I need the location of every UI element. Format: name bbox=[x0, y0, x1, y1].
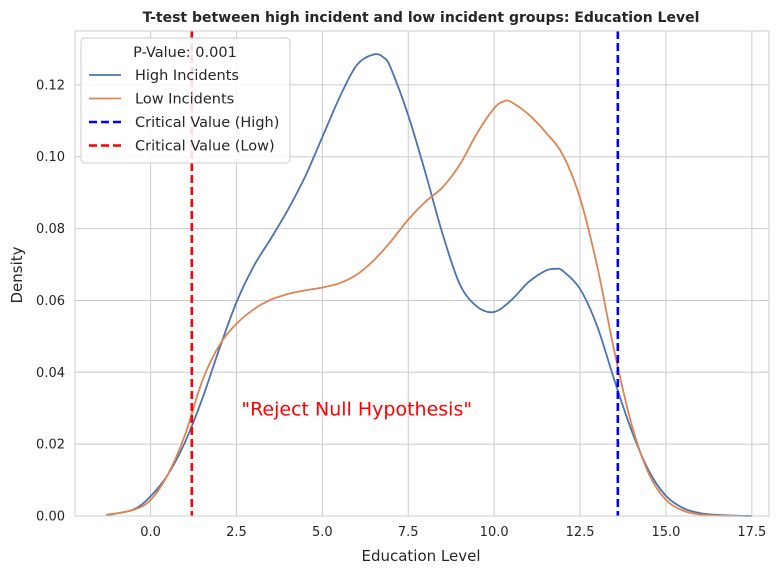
x-tick-label: 0.0 bbox=[140, 525, 161, 540]
x-tick-label: 2.5 bbox=[226, 525, 247, 540]
y-axis-ticks: 0.00 0.02 0.04 0.06 0.08 0.10 0.12 bbox=[36, 78, 65, 524]
x-tick-label: 12.5 bbox=[566, 525, 595, 540]
x-tick-label: 7.5 bbox=[398, 525, 419, 540]
reject-null-annotation: "Reject Null Hypothesis" bbox=[241, 398, 472, 420]
y-axis-label: Density bbox=[8, 246, 26, 303]
legend-items: High Incidents Low Incidents Critical Valu… bbox=[89, 68, 279, 155]
x-tick-label: 10.0 bbox=[480, 525, 509, 540]
y-tick-label: 0.04 bbox=[36, 366, 65, 381]
chart-title: T-test between high incident and low inc… bbox=[143, 10, 700, 26]
x-axis-label: Education Level bbox=[361, 547, 480, 565]
legend-title: P-Value: 0.001 bbox=[133, 45, 237, 61]
legend-label-critical-value-low-: Critical Value (Low) bbox=[135, 139, 275, 155]
x-tick-label: 17.5 bbox=[737, 525, 766, 540]
y-tick-label: 0.06 bbox=[36, 294, 65, 309]
x-axis-ticks: 0.0 2.5 5.0 7.5 10.0 12.5 15.0 17.5 bbox=[140, 525, 766, 540]
y-tick-label: 0.00 bbox=[36, 510, 65, 525]
legend-label-high-incidents: High Incidents bbox=[135, 68, 239, 84]
x-tick-label: 5.0 bbox=[312, 525, 333, 540]
y-tick-label: 0.12 bbox=[36, 78, 65, 93]
critical-lines bbox=[190, 31, 620, 516]
series-line-low-incidents bbox=[105, 99, 735, 517]
y-tick-label: 0.10 bbox=[36, 150, 65, 165]
legend-label-critical-value-high-: Critical Value (High) bbox=[135, 115, 279, 131]
y-tick-label: 0.08 bbox=[36, 222, 65, 237]
series-layer bbox=[105, 53, 752, 517]
legend: P-Value: 0.001 High Incidents Low Inciden… bbox=[80, 37, 291, 164]
legend-label-low-incidents: Low Incidents bbox=[135, 92, 234, 108]
legend-box bbox=[80, 37, 291, 164]
x-tick-label: 15.0 bbox=[651, 525, 680, 540]
plot-frame bbox=[74, 30, 770, 517]
y-tick-label: 0.02 bbox=[36, 438, 65, 453]
